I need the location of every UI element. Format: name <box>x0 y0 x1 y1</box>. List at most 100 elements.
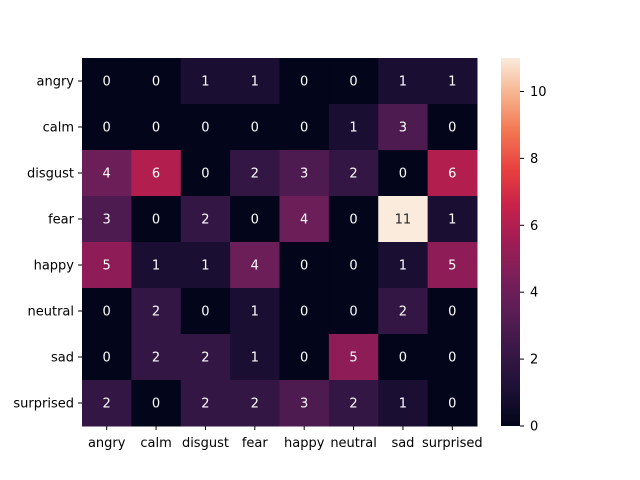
heatmap-cell <box>131 288 182 335</box>
cell-value-label: 0 <box>448 351 456 366</box>
heatmap-cell <box>378 380 429 427</box>
heatmap-cell <box>82 334 132 381</box>
cell-value-label: 0 <box>201 167 209 182</box>
colorbar-tick-label: 6 <box>530 219 538 234</box>
heatmap-cell <box>82 150 132 197</box>
cell-value-label: 1 <box>399 259 407 274</box>
heatmap-cell <box>378 242 429 289</box>
cell-value-label: 2 <box>399 305 407 320</box>
cell-value-label: 0 <box>349 75 357 90</box>
heatmap-cell <box>279 288 330 335</box>
cell-value-label: 4 <box>300 213 308 228</box>
colorbar-ticks: 0 2 4 6 8 10 <box>520 85 547 435</box>
heatmap-cell <box>180 288 231 335</box>
cell-value-label: 0 <box>103 75 111 90</box>
heatmap-cell <box>279 58 330 105</box>
cell-value-label: 0 <box>300 75 308 90</box>
heatmap-cell <box>328 380 379 427</box>
cell-value-label: 0 <box>201 121 209 136</box>
heatmap-cell <box>131 150 182 197</box>
heatmap-cell <box>131 104 182 151</box>
x-tick-labels: angry calm disgust fear happy neutral sad surpr… <box>88 426 483 451</box>
cell-value-label: 1 <box>448 213 456 228</box>
colorbar-tick-label: 0 <box>530 420 538 435</box>
heatmap-cell <box>279 196 330 243</box>
heatmap-cell <box>427 380 478 427</box>
heatmap-cells: 0 0 1 1 0 0 1 10 0 0 0 0 1 3 04 6 0 2 3 2 0 63 0 2 0 4 0 11 15 1 1 4 0 0 1… <box>82 58 478 427</box>
heatmap-cell <box>230 104 280 151</box>
cell-value-label: 1 <box>399 397 407 412</box>
heatmap-cell <box>378 104 429 151</box>
heatmap-cell <box>180 150 231 197</box>
x-tick-label: angry <box>88 436 126 451</box>
y-tick-label: surprised <box>13 397 74 412</box>
x-tick-label: surprised <box>422 436 483 451</box>
cell-value-label: 0 <box>103 121 111 136</box>
heatmap-cell <box>378 334 429 381</box>
x-tick-label: calm <box>140 436 171 451</box>
cell-value-label: 0 <box>300 305 308 320</box>
heatmap-cell <box>230 242 280 289</box>
heatmap-cell <box>328 150 379 197</box>
heatmap-cell <box>230 150 280 197</box>
heatmap-cell <box>180 104 231 151</box>
cell-value-label: 0 <box>152 121 160 136</box>
cell-value-label: 2 <box>201 213 209 228</box>
heatmap-cell <box>230 196 280 243</box>
heatmap-cell <box>279 104 330 151</box>
heatmap-cell <box>131 380 182 427</box>
cell-value-label: 1 <box>448 75 456 90</box>
cell-value-label: 3 <box>399 121 407 136</box>
heatmap-cell <box>427 334 478 381</box>
x-tick-label: neutral <box>330 436 377 451</box>
heatmap-cell <box>180 58 231 105</box>
colorbar-tick-label: 10 <box>530 85 547 100</box>
cell-value-label: 4 <box>103 167 111 182</box>
cell-value-label: 0 <box>448 121 456 136</box>
heatmap-cell <box>328 334 379 381</box>
cell-value-label: 0 <box>251 121 259 136</box>
heatmap-cell <box>279 334 330 381</box>
heatmap-cell <box>131 242 182 289</box>
cell-value-label: 4 <box>251 259 259 274</box>
cell-value-label: 0 <box>152 213 160 228</box>
cell-value-label: 0 <box>300 259 308 274</box>
cell-value-label: 0 <box>349 259 357 274</box>
x-tick-label: disgust <box>182 436 229 451</box>
heatmap-cell <box>82 58 132 105</box>
cell-value-label: 2 <box>349 167 357 182</box>
heatmap-cell <box>82 104 132 151</box>
heatmap-cell <box>230 380 280 427</box>
cell-value-label: 0 <box>103 305 111 320</box>
cell-value-label: 5 <box>103 259 111 274</box>
heatmap-cell <box>279 150 330 197</box>
cell-value-label: 2 <box>251 397 259 412</box>
cell-value-label: 2 <box>103 397 111 412</box>
heatmap-cell <box>180 334 231 381</box>
cell-value-label: 0 <box>448 397 456 412</box>
heatmap-cell <box>427 104 478 151</box>
cell-value-label: 2 <box>152 351 160 366</box>
colorbar-tick-label: 8 <box>530 152 538 167</box>
x-tick-label: sad <box>391 436 414 451</box>
heatmap-cell <box>328 196 379 243</box>
cell-value-label: 6 <box>152 167 160 182</box>
x-tick-label: fear <box>242 436 269 451</box>
heatmap-cell <box>378 288 429 335</box>
cell-value-label: 5 <box>349 351 357 366</box>
y-tick-label: calm <box>43 121 74 136</box>
y-tick-label: sad <box>51 351 74 366</box>
cell-value-label: 1 <box>152 259 160 274</box>
cell-value-label: 11 <box>395 213 412 228</box>
cell-value-label: 0 <box>152 75 160 90</box>
heatmap-cell <box>328 104 379 151</box>
heatmap-cell <box>131 196 182 243</box>
cell-value-label: 2 <box>251 167 259 182</box>
cell-value-label: 3 <box>103 213 111 228</box>
cell-value-label: 1 <box>349 121 357 136</box>
cell-value-label: 2 <box>201 397 209 412</box>
cell-value-label: 0 <box>201 305 209 320</box>
heatmap-cell <box>427 288 478 335</box>
cell-value-label: 1 <box>201 259 209 274</box>
